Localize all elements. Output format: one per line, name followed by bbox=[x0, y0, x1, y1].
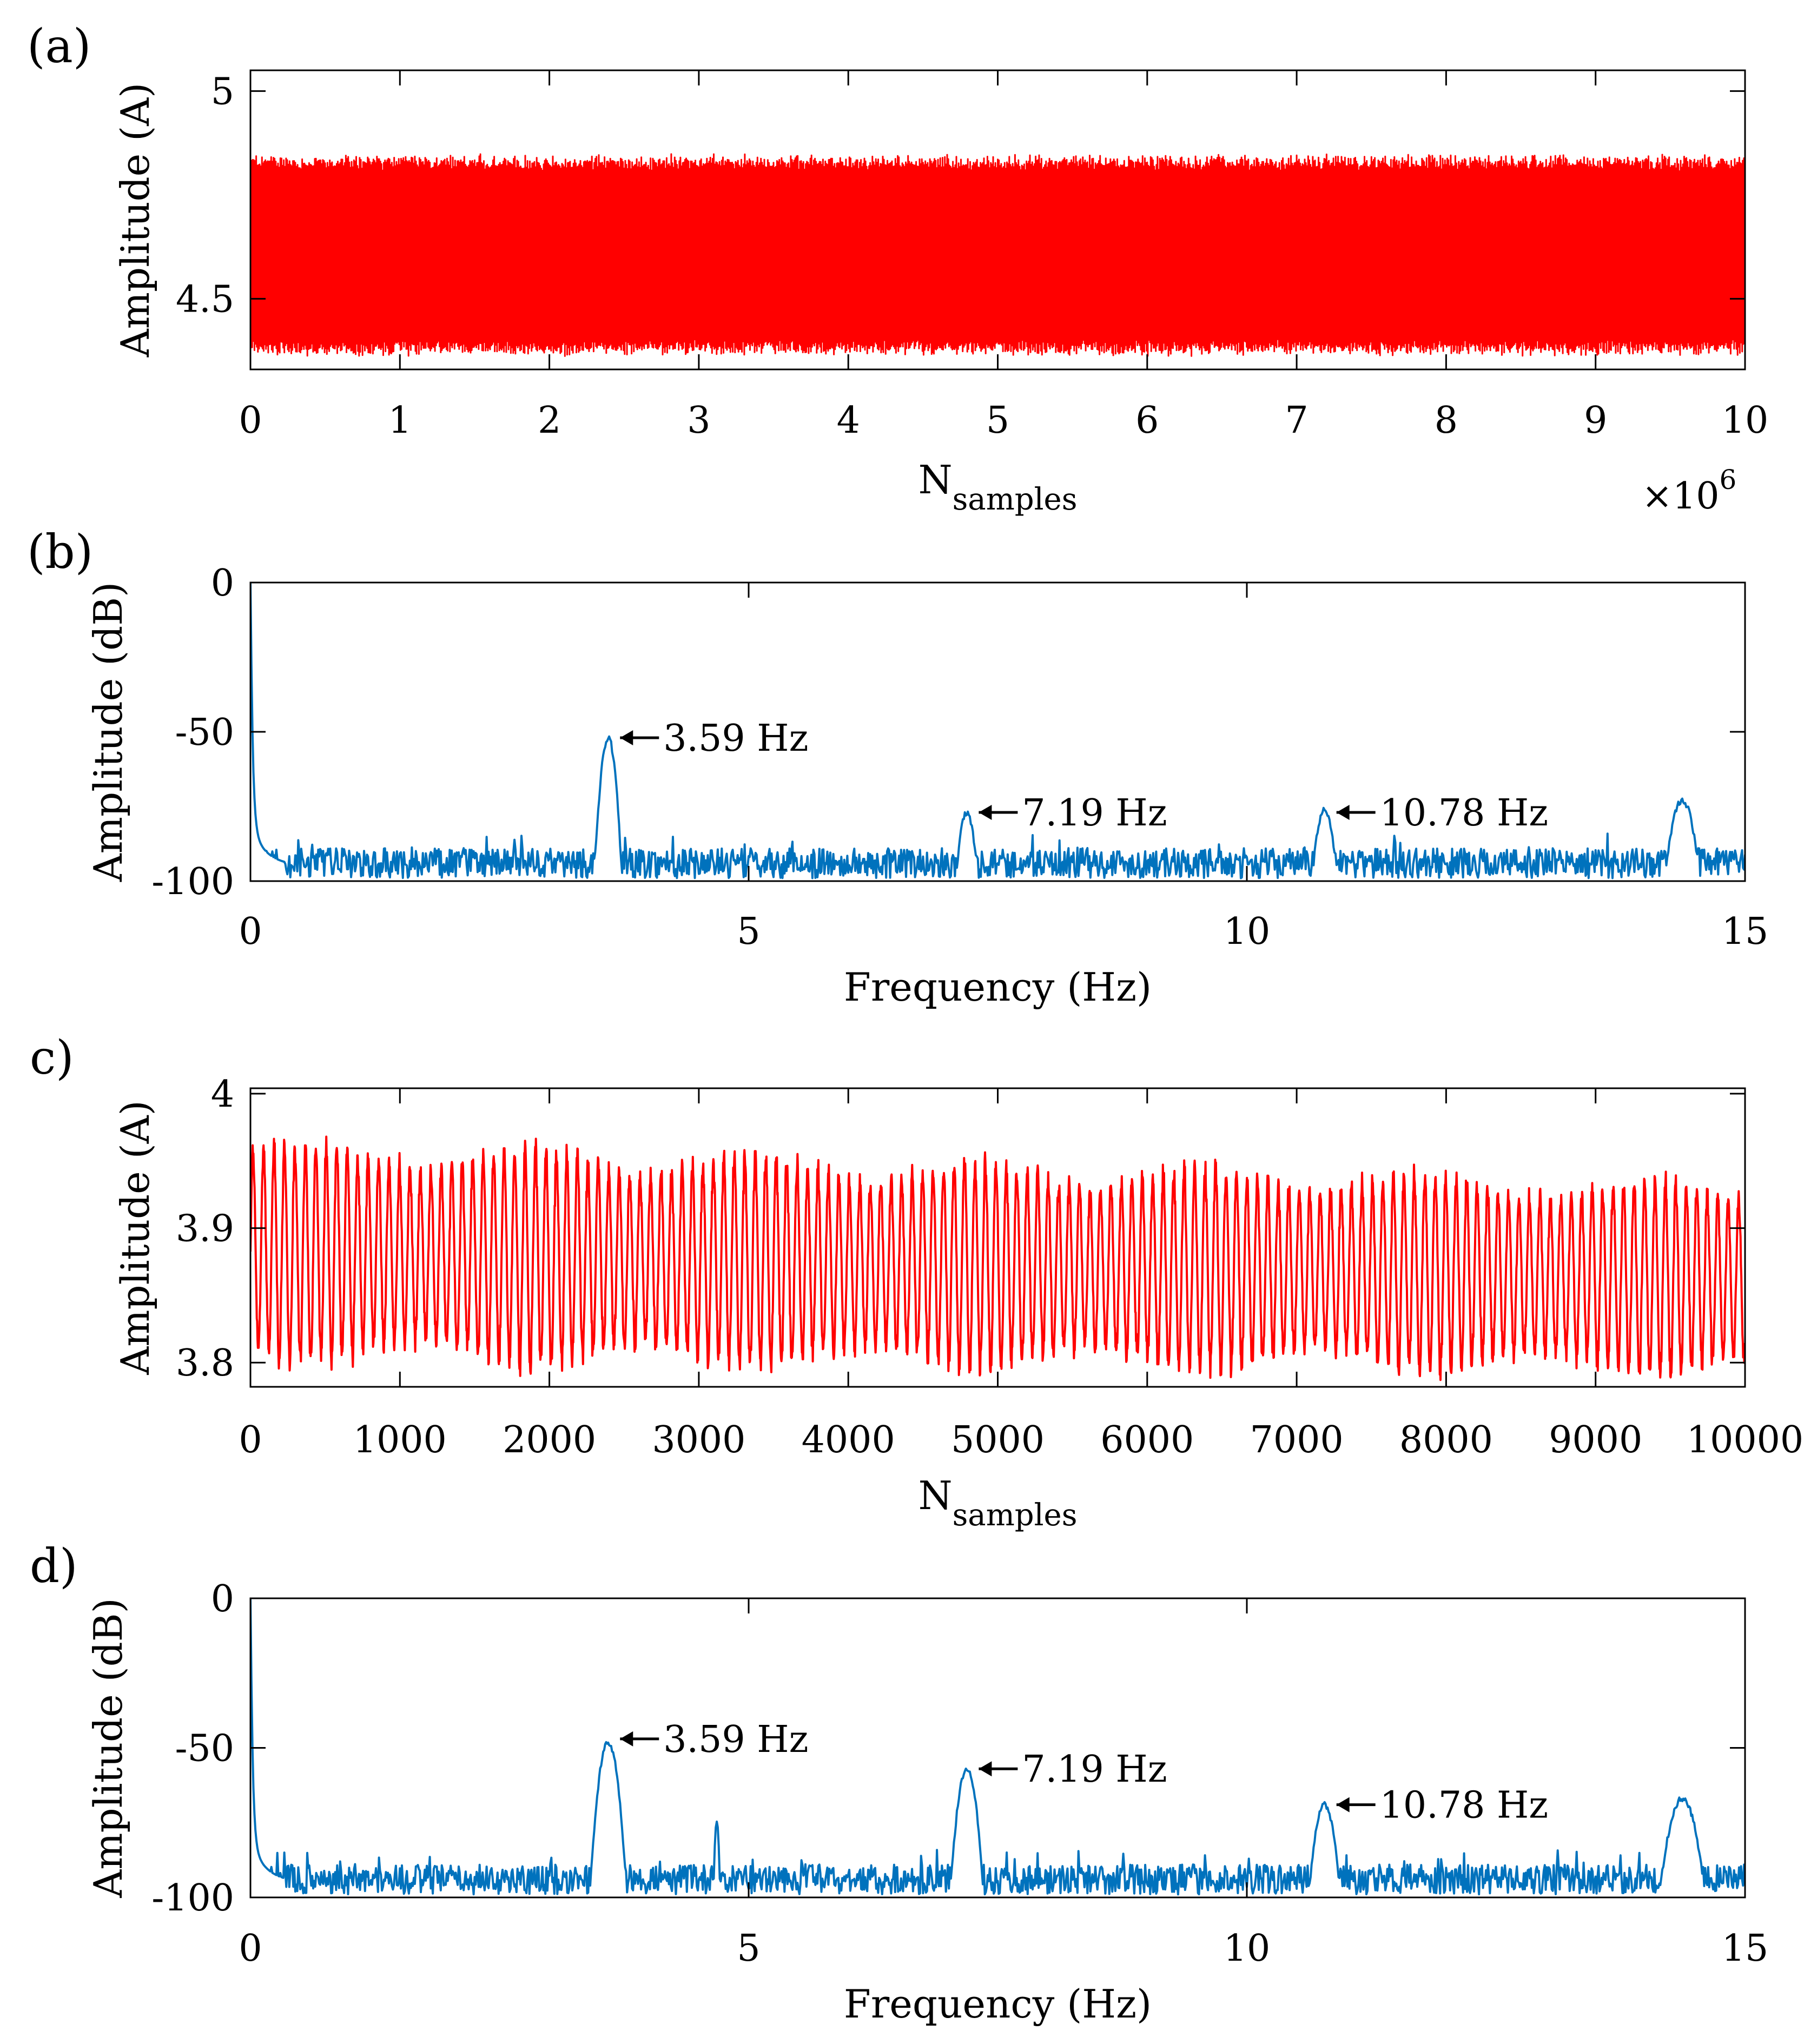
panel-d: d) 0 5 10 15 0 -50 -100 Frequency (Hz) Amplitude… bbox=[30, 1539, 1768, 2027]
x-axis-label-subscript: samples bbox=[953, 1498, 1078, 1533]
series-line bbox=[250, 153, 1745, 357]
y-tick-label: 5 bbox=[211, 70, 234, 113]
x-axis-label-main: N bbox=[918, 1473, 953, 1518]
x-tick-label: 10 bbox=[1224, 910, 1271, 953]
x-tick-label: 6000 bbox=[1100, 1419, 1194, 1461]
y-tick-label: -100 bbox=[151, 1877, 234, 1920]
x-axis-label-main: N bbox=[918, 457, 953, 502]
panel-b-label: (b) bbox=[27, 525, 93, 579]
x-axis-label: Frequency (Hz) bbox=[844, 964, 1152, 1010]
panel-a-x-exponent: ×106 bbox=[1642, 464, 1736, 518]
plot-frame bbox=[249, 581, 1746, 882]
x-tick-label: 0 bbox=[239, 1419, 262, 1461]
x-tick-label: 5 bbox=[737, 1927, 760, 1970]
y-tick-label: 4.5 bbox=[176, 278, 234, 321]
annotation-arrowhead bbox=[620, 730, 633, 746]
plot-frame bbox=[249, 1597, 1746, 1899]
annotation-label: 7.19 Hz bbox=[1022, 792, 1167, 835]
y-tick-label: 4 bbox=[211, 1073, 234, 1116]
x-tick-label: 4 bbox=[837, 399, 860, 442]
x-tick-label: 0 bbox=[239, 1927, 262, 1970]
x-tick-label: 3 bbox=[687, 399, 710, 442]
x-tick-label: 0 bbox=[239, 399, 262, 442]
x-tick-label: 4000 bbox=[802, 1419, 895, 1461]
x-tick-label: 5000 bbox=[951, 1419, 1045, 1461]
x-tick-label: 5 bbox=[986, 399, 1009, 442]
annotation-arrowhead bbox=[979, 805, 992, 821]
annotation-label: 7.19 Hz bbox=[1022, 1748, 1167, 1791]
x-tick-label: 5 bbox=[737, 910, 760, 953]
annotation-label: 3.59 Hz bbox=[663, 1718, 808, 1761]
y-tick-label: -50 bbox=[175, 1728, 234, 1770]
x-tick-label: 2 bbox=[538, 399, 561, 442]
annotation-label: 10.78 Hz bbox=[1380, 792, 1548, 835]
x-tick-label: 7 bbox=[1285, 399, 1308, 442]
series-line bbox=[250, 1598, 1745, 1896]
panel-c-label: c) bbox=[30, 1031, 74, 1085]
x-tick-label: 15 bbox=[1722, 1927, 1769, 1970]
y-axis-label: Amplitude (dB) bbox=[85, 582, 131, 882]
annotation-label: 3.59 Hz bbox=[663, 717, 808, 760]
y-axis-label: Amplitude (A) bbox=[113, 83, 158, 358]
series-line bbox=[250, 583, 1745, 879]
y-axis-label: Amplitude (dB) bbox=[85, 1598, 131, 1898]
x-tick-label: 1000 bbox=[353, 1419, 447, 1461]
annotation-arrowhead bbox=[979, 1761, 992, 1777]
x-axis-label-subscript: samples bbox=[953, 482, 1078, 517]
y-tick-label: -50 bbox=[175, 711, 234, 754]
x-tick-label: 10 bbox=[1224, 1927, 1271, 1970]
x-tick-label: 15 bbox=[1722, 910, 1769, 953]
x-axis-label: Nsamples bbox=[918, 457, 1078, 517]
x-tick-label: 0 bbox=[239, 910, 262, 953]
panel-b: (b) 0 5 10 15 0 -50 -100 Frequency (Hz) Amplitud… bbox=[27, 525, 1768, 1010]
x-axis-label: Frequency (Hz) bbox=[844, 1981, 1152, 2027]
x-tick-label: 2000 bbox=[503, 1419, 596, 1461]
x-tick-label: 8 bbox=[1435, 399, 1458, 442]
y-tick-label: 3.9 bbox=[176, 1208, 234, 1251]
x-tick-label: 7000 bbox=[1250, 1419, 1344, 1461]
y-tick-label: -100 bbox=[151, 861, 234, 903]
x-axis-label: Nsamples bbox=[918, 1473, 1078, 1533]
annotation-arrowhead bbox=[1336, 805, 1350, 821]
series-line bbox=[250, 1135, 1745, 1381]
x-tick-label: 6 bbox=[1135, 399, 1159, 442]
y-axis-label: Amplitude (A) bbox=[113, 1100, 158, 1375]
y-tick-label: 0 bbox=[211, 562, 234, 605]
annotation-arrowhead bbox=[620, 1731, 633, 1747]
panel-d-label: d) bbox=[30, 1539, 78, 1593]
panel-a: (a) ×106 0 1 2 3 4 5 6 7 8 9 104.55NsamplesAmplitu… bbox=[27, 19, 1768, 518]
x-tick-label: 9 bbox=[1584, 399, 1607, 442]
panel-a-x-exponent-base: ×10 bbox=[1642, 475, 1720, 518]
panel-a-x-exponent-power: 6 bbox=[1720, 464, 1737, 495]
x-tick-label: 9000 bbox=[1549, 1419, 1642, 1461]
x-tick-label: 1 bbox=[388, 399, 412, 442]
panel-c: c) 0 1000 2000 3000 4000 5000 6000 7000 8000 9000… bbox=[30, 1031, 1803, 1533]
x-tick-label: 3000 bbox=[652, 1419, 745, 1461]
panel-a-label: (a) bbox=[27, 19, 91, 74]
annotation-arrowhead bbox=[1336, 1797, 1350, 1813]
x-tick-label: 10 bbox=[1722, 399, 1769, 442]
y-tick-label: 0 bbox=[211, 1578, 234, 1620]
y-tick-label: 3.8 bbox=[176, 1342, 234, 1385]
x-tick-label: 10000 bbox=[1687, 1419, 1803, 1461]
annotation-label: 10.78 Hz bbox=[1380, 1784, 1548, 1827]
x-tick-label: 8000 bbox=[1399, 1419, 1493, 1461]
